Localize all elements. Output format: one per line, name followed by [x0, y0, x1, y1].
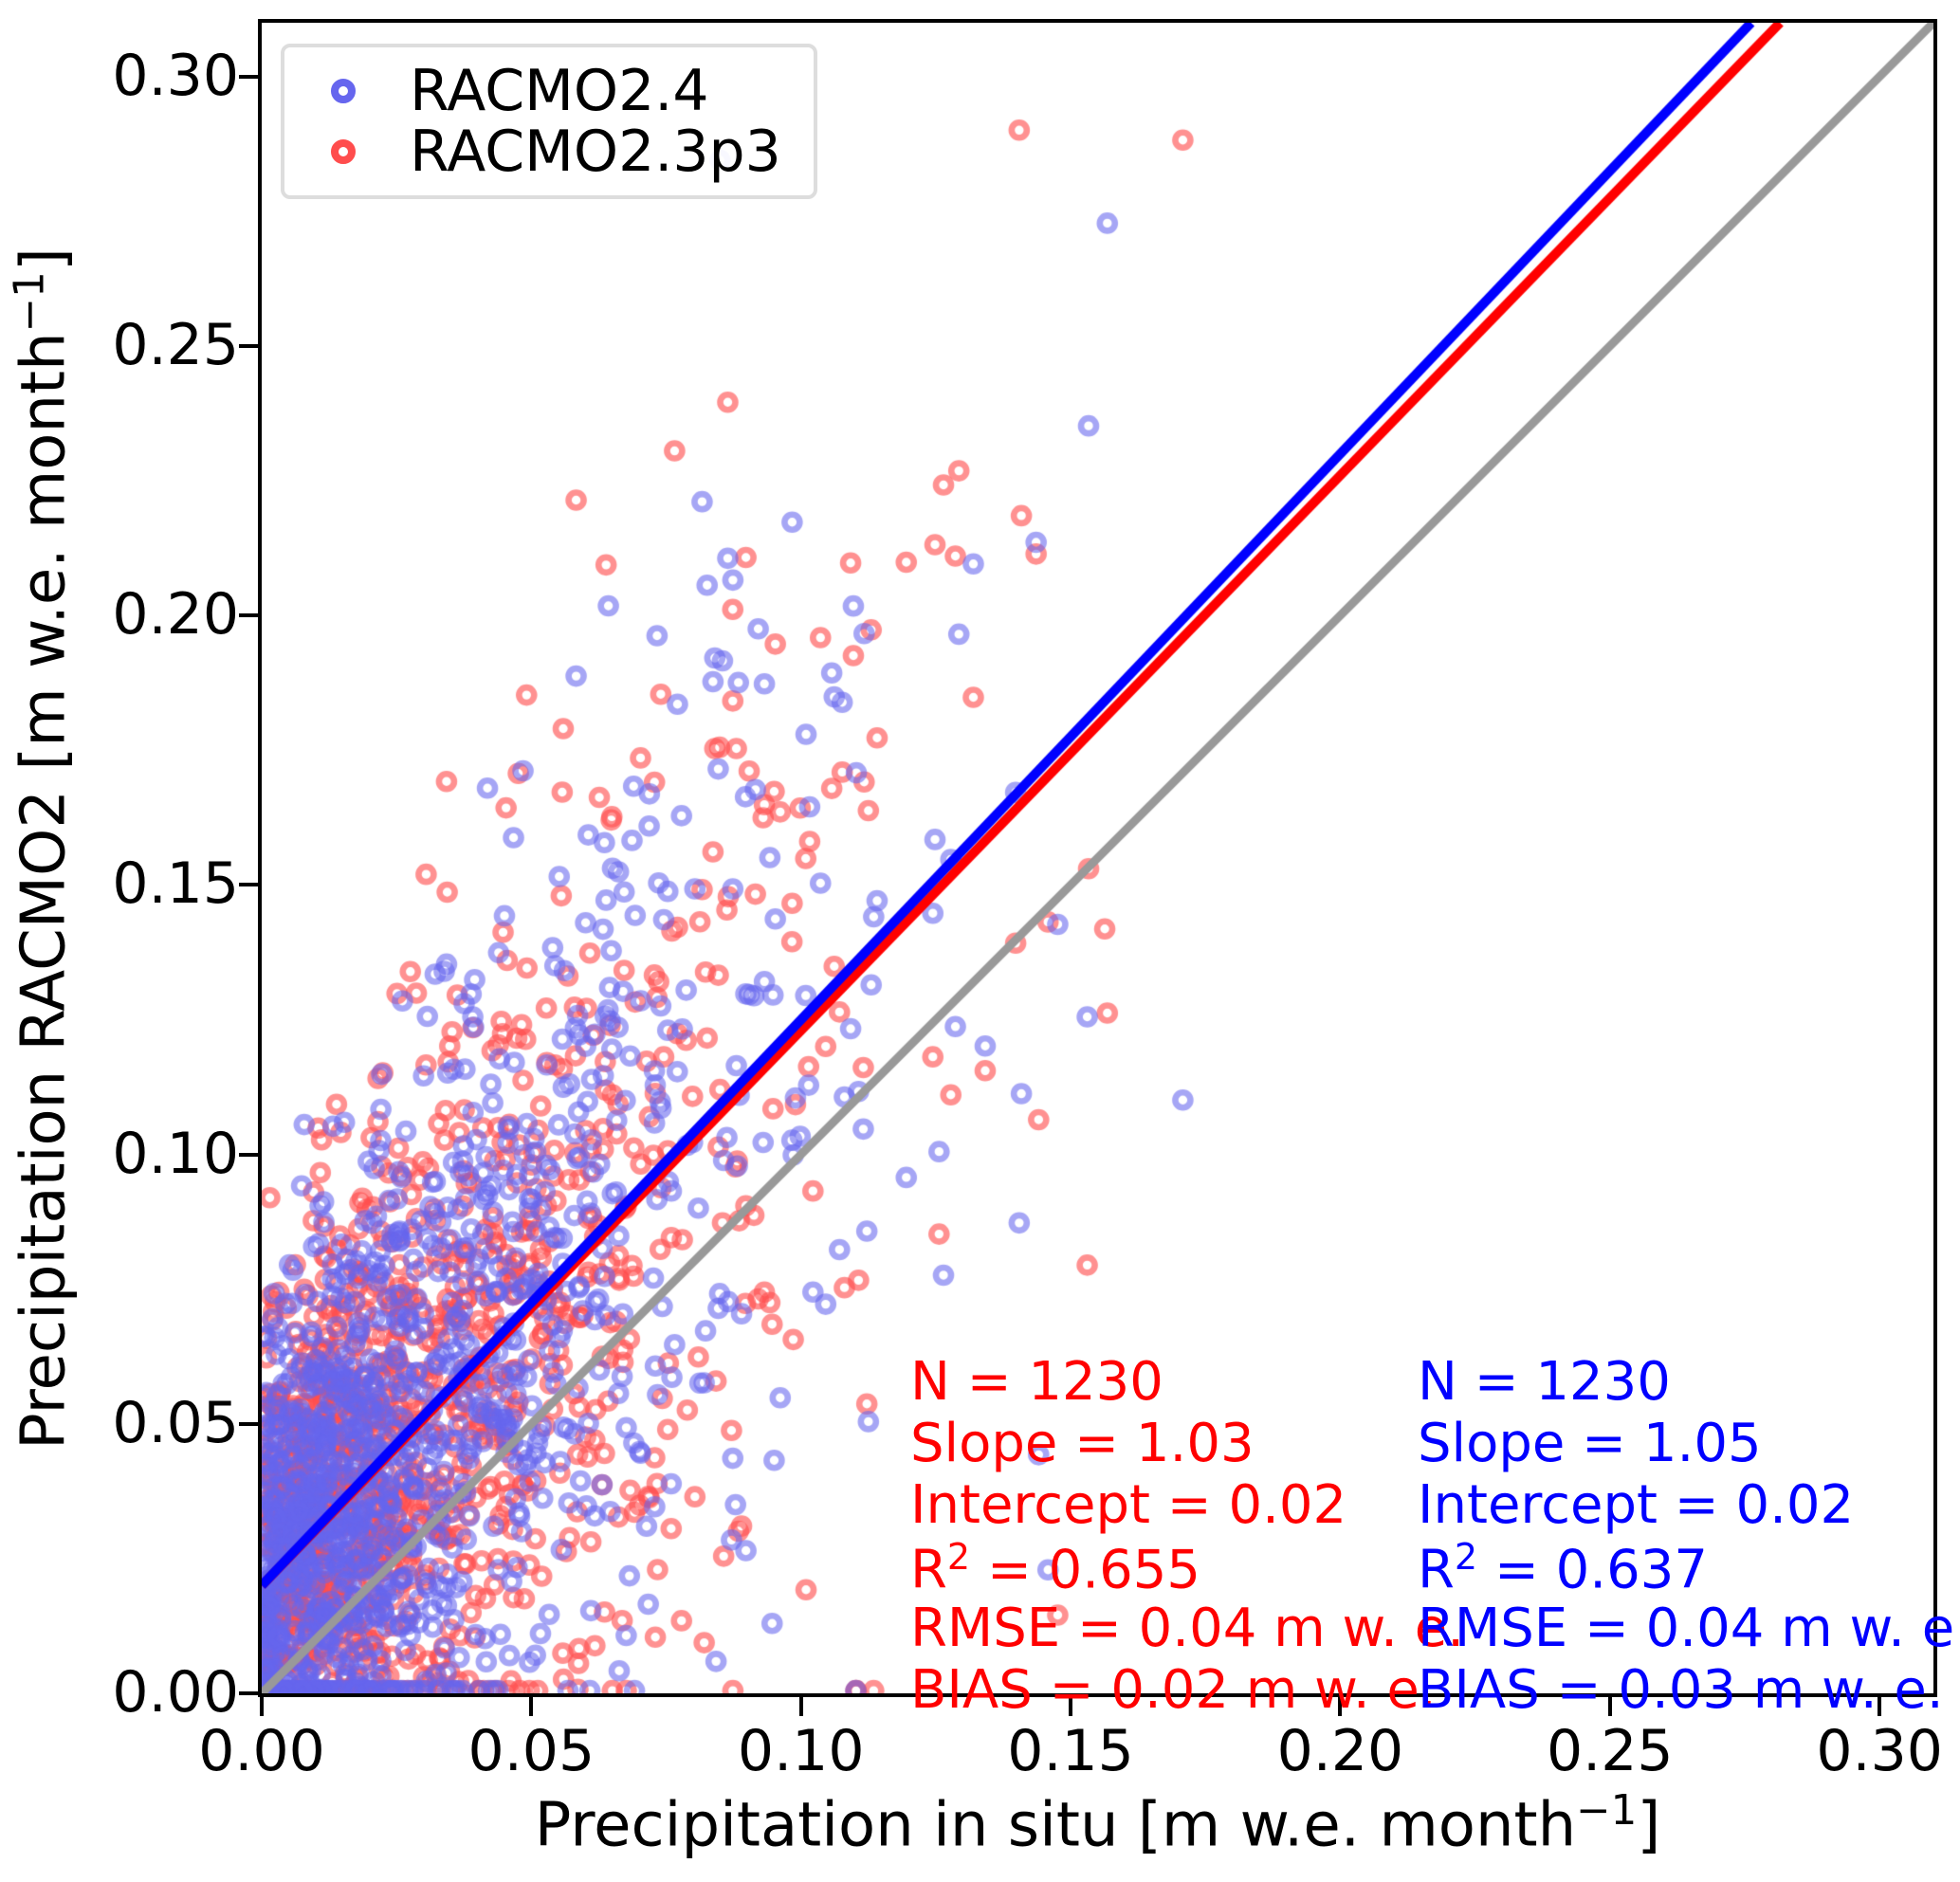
stat-intercept-red: Intercept = 0.02: [910, 1474, 1347, 1536]
x-tick-mark: [1338, 1697, 1343, 1716]
scatter-plot-canvas[interactable]: [262, 23, 1933, 1693]
legend-label-racmo24: RACMO2.4: [410, 58, 709, 124]
x-tick-mark: [1878, 1697, 1882, 1716]
stat-rmse-red: RMSE = 0.04 m w. e.: [910, 1598, 1465, 1659]
x-tick-mark: [529, 1697, 534, 1716]
x-tick-label: 0.10: [737, 1718, 865, 1784]
statistics-racmo23p3: N = 1230 Slope = 1.03 Intercept = 0.02 R…: [910, 1351, 1464, 1721]
y-axis-label-tail: ]: [9, 247, 80, 272]
stat-r2-red: R2 = 0.655: [910, 1536, 1464, 1601]
legend-marker-racmo23p3-icon: [305, 139, 381, 164]
x-axis-label-exponent: −1: [1576, 1787, 1638, 1835]
x-tick-label: 0.25: [1546, 1718, 1674, 1784]
x-tick-mark: [798, 1697, 803, 1716]
stat-slope-red: Slope = 1.03: [910, 1413, 1255, 1474]
stat-slope-blue: Slope = 1.05: [1418, 1413, 1762, 1474]
y-tick-label: 0.05: [112, 1389, 239, 1456]
x-tick-label: 0.30: [1816, 1718, 1943, 1784]
legend[interactable]: RACMO2.4 RACMO2.3p3: [281, 44, 817, 199]
x-tick-label: 0.20: [1276, 1718, 1404, 1784]
x-axis-label-tail: ]: [1637, 1790, 1661, 1861]
y-tick-label: 0.20: [112, 581, 239, 649]
stat-n-blue: N = 1230: [1418, 1351, 1671, 1413]
x-tick-mark: [1607, 1697, 1612, 1716]
y-tick-mark: [239, 1152, 258, 1157]
y-tick-mark: [239, 1421, 258, 1426]
legend-marker-racmo24-icon: [305, 79, 381, 103]
stat-r2-blue-exponent: 2: [1454, 1536, 1478, 1578]
y-tick-label: 0.00: [112, 1659, 239, 1726]
y-tick-label: 0.15: [112, 850, 239, 918]
stat-r2-red-symbol: R: [910, 1539, 947, 1601]
y-tick-mark: [239, 344, 258, 349]
legend-label-racmo23p3: RACMO2.3p3: [410, 119, 781, 185]
stat-r2-red-value: = 0.655: [970, 1539, 1200, 1601]
x-axis-label-main: Precipitation in situ [m w.e. month: [534, 1790, 1577, 1861]
stat-intercept-blue: Intercept = 0.02: [1418, 1474, 1855, 1536]
stat-n-red: N = 1230: [910, 1351, 1163, 1413]
stat-bias-red: BIAS = 0.02 m w. e.: [910, 1659, 1437, 1721]
y-tick-label: 0.30: [112, 42, 239, 109]
y-tick-mark: [239, 883, 258, 887]
y-tick-mark: [239, 613, 258, 618]
stat-r2-blue-symbol: R: [1418, 1539, 1455, 1601]
x-tick-label: 0.15: [1007, 1718, 1134, 1784]
x-tick-label: 0.05: [467, 1718, 595, 1784]
stat-rmse-blue: RMSE = 0.04 m w. e.: [1418, 1598, 1960, 1659]
y-tick-mark: [239, 74, 258, 79]
plot-area[interactable]: [258, 19, 1937, 1697]
x-tick-mark: [1069, 1697, 1073, 1716]
y-axis-label: Precipitation RACMO2 [m w.e. month−1]: [6, 247, 79, 1450]
stat-r2-blue-value: = 0.637: [1477, 1539, 1708, 1601]
stat-r2-blue: R2 = 0.637: [1418, 1536, 1960, 1601]
stat-r2-red-exponent: 2: [946, 1536, 971, 1578]
y-tick-label: 0.25: [112, 312, 239, 379]
x-tick-label: 0.00: [198, 1718, 325, 1784]
y-tick-label: 0.10: [112, 1120, 239, 1187]
y-tick-mark: [239, 1691, 258, 1695]
legend-item-racmo24[interactable]: RACMO2.4: [305, 58, 781, 124]
statistics-racmo24: N = 1230 Slope = 1.05 Intercept = 0.02 R…: [1418, 1351, 1960, 1721]
x-tick-mark: [260, 1697, 264, 1716]
x-axis-label: Precipitation in situ [m w.e. month−1]: [258, 1787, 1937, 1860]
legend-item-racmo23p3[interactable]: RACMO2.3p3: [305, 119, 781, 185]
stat-bias-blue: BIAS = 0.03 m w. e.: [1418, 1659, 1944, 1721]
